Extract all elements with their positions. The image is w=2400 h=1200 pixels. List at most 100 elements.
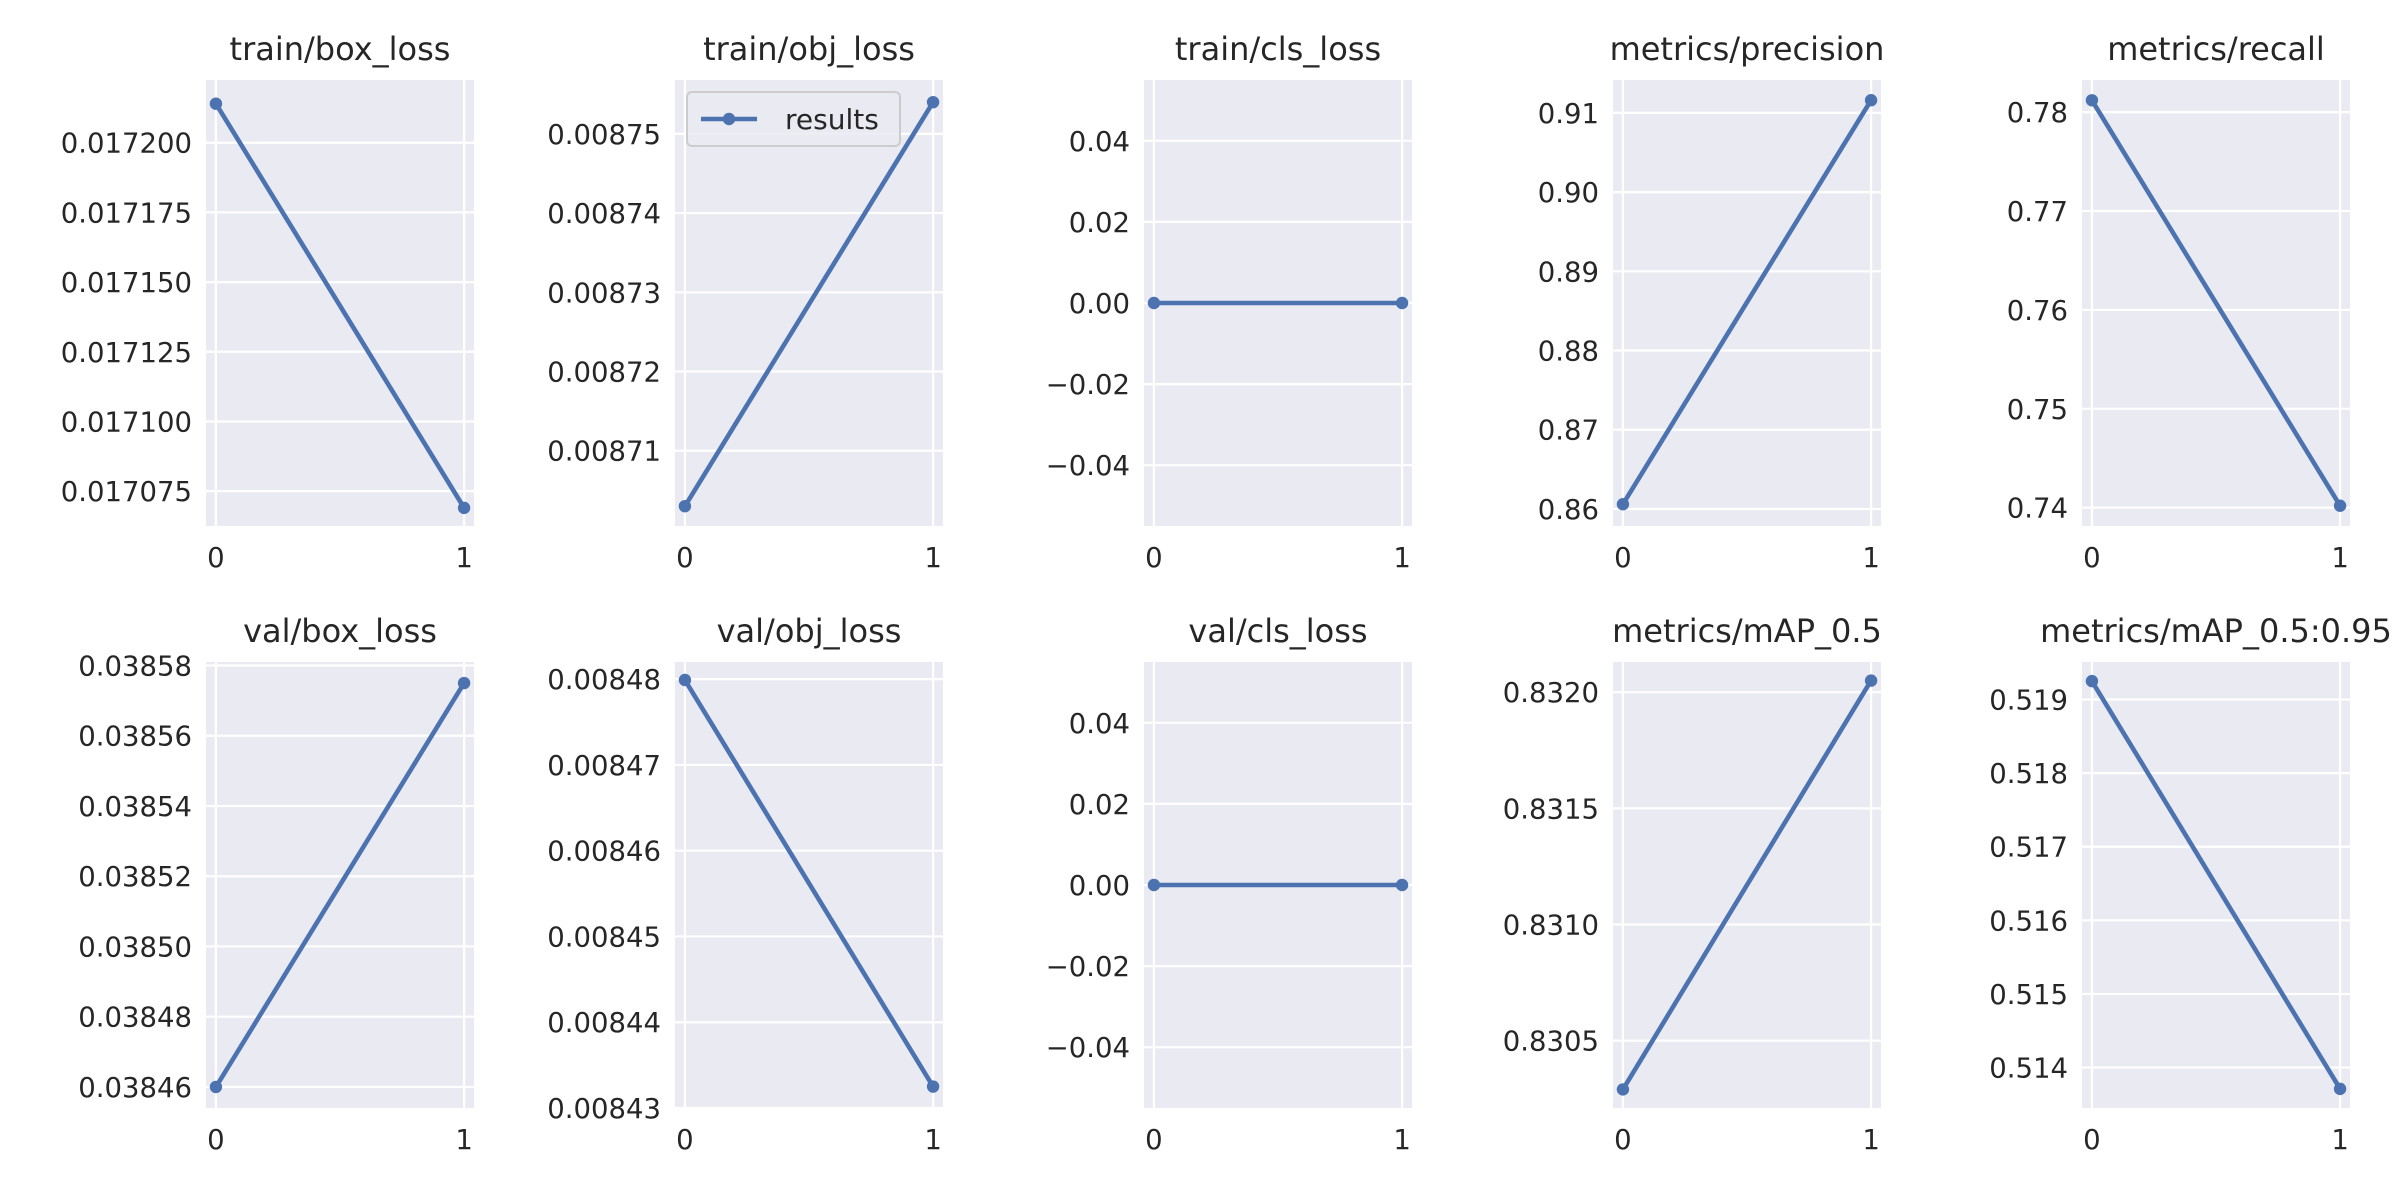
data-point <box>1147 296 1161 310</box>
y-tick-label: 0.017200 <box>61 128 192 160</box>
y-tick-label: 0.8320 <box>1503 677 1599 709</box>
data-point <box>2085 674 2099 688</box>
y-tick-label: 0.91 <box>1538 98 1599 130</box>
legend-label: results <box>785 103 879 136</box>
y-tick-label: 0.00 <box>1069 870 1130 902</box>
y-tick-label: −0.04 <box>1046 450 1130 482</box>
y-tick-label: 0.017150 <box>61 267 192 299</box>
y-tick-label: 0.03846 <box>78 1072 192 1104</box>
data-point <box>209 1080 223 1094</box>
data-point <box>1616 1083 1630 1096</box>
series-line <box>2089 99 2343 507</box>
y-tick-label: 0.516 <box>1989 905 2068 937</box>
x-tick-label: 1 <box>924 1124 942 1156</box>
y-tick-label: −0.02 <box>1046 369 1130 401</box>
series-line <box>682 678 936 1088</box>
y-tick-label: 0.03848 <box>78 1002 192 1034</box>
y-tick-label: 0.00871 <box>547 436 661 468</box>
y-tick-label: 0.78 <box>2007 97 2068 129</box>
subplot-5: metrics/recall 0 1 0.74 0.75 0.76 0.77 0.78 <box>2007 30 2350 574</box>
y-tick-label: 0.89 <box>1538 256 1599 288</box>
subplot-3: train/cls_loss 0 1 −0.04 −0.02 0.00 0.02 0.04 <box>1046 30 1412 574</box>
y-tick-label: 0.00845 <box>547 921 661 953</box>
x-tick-label: 1 <box>924 542 942 574</box>
y-tick-label: −0.02 <box>1046 951 1130 983</box>
x-tick-label: 1 <box>1862 542 1880 574</box>
subplot-title: val/box_loss <box>243 612 437 650</box>
subplot-6: val/box_loss 0 1 0.03846 0.03848 0.03850 0.038… <box>78 612 474 1156</box>
y-tick-label: 0.514 <box>1989 1053 2068 1085</box>
y-tick-label: 0.017075 <box>61 476 192 508</box>
subplot-title: val/cls_loss <box>1188 612 1367 650</box>
legend: results <box>686 91 901 147</box>
x-tick-label: 0 <box>1145 542 1163 574</box>
y-tick-label: 0.00872 <box>547 357 661 389</box>
subplot-title: metrics/mAP_0.5 <box>1612 612 1882 650</box>
data-point <box>2085 94 2099 107</box>
x-tick-label: 0 <box>2083 542 2101 574</box>
y-tick-label: 0.517 <box>1989 832 2068 864</box>
subplot-10: metrics/mAP_0.5:0.95 0 1 0.514 0.515 0.516 0.5… <box>1989 612 2392 1156</box>
data-point <box>678 673 692 687</box>
series-line <box>2089 679 2343 1091</box>
series-line <box>1620 679 1874 1091</box>
y-tick-label: 0.87 <box>1538 415 1599 447</box>
subplot-4: metrics/precision 0 1 0.86 0.87 0.88 0.89 0.90 0… <box>1538 30 1885 574</box>
y-tick-label: 0.518 <box>1989 758 2068 790</box>
data-point <box>926 1080 940 1093</box>
y-tick-label: 0.00846 <box>547 836 661 868</box>
y-tick-label: 0.03856 <box>78 721 192 753</box>
y-tick-label: 0.00843 <box>547 1093 661 1125</box>
x-tick-label: 0 <box>2083 1124 2101 1156</box>
y-tick-label: 0.00874 <box>547 198 661 230</box>
y-tick-label: 0.04 <box>1069 126 1130 158</box>
y-tick-label: 0.04 <box>1069 708 1130 740</box>
subplot-title: train/box_loss <box>230 30 451 68</box>
y-tick-label: 0.02 <box>1069 789 1130 821</box>
subplot-title: metrics/mAP_0.5:0.95 <box>2040 612 2392 650</box>
data-point <box>678 499 692 513</box>
subplot-2: train/obj_loss 0 1 0.00871 0.00872 0.00873 0.0… <box>547 30 943 574</box>
y-tick-label: 0.03858 <box>78 651 192 683</box>
subplot-9: metrics/mAP_0.5 0 1 0.8305 0.8310 0.8315 0.832… <box>1503 612 1882 1156</box>
y-tick-label: 0.00844 <box>547 1007 661 1039</box>
y-tick-label: 0.017175 <box>61 197 192 229</box>
series-line <box>682 100 936 508</box>
series-line <box>213 102 467 510</box>
subplot-title: train/cls_loss <box>1175 30 1381 68</box>
y-tick-label: 0.00873 <box>547 277 661 309</box>
x-tick-label: 1 <box>1862 1124 1880 1156</box>
series-line <box>213 681 467 1089</box>
y-tick-label: 0.02 <box>1069 207 1130 239</box>
data-point <box>2333 499 2347 512</box>
y-tick-label: 0.519 <box>1989 685 2068 717</box>
y-tick-label: 0.77 <box>2007 196 2068 228</box>
y-tick-label: 0.017100 <box>61 406 192 438</box>
data-point <box>1395 296 1409 310</box>
y-tick-label: −0.04 <box>1046 1032 1130 1064</box>
x-tick-label: 0 <box>676 542 694 574</box>
y-tick-label: 0.8305 <box>1503 1026 1599 1058</box>
x-tick-label: 0 <box>676 1124 694 1156</box>
y-tick-label: 0.76 <box>2007 295 2068 327</box>
x-tick-label: 0 <box>1614 542 1632 574</box>
y-tick-label: 0.90 <box>1538 177 1599 209</box>
y-tick-label: 0.03850 <box>78 931 192 963</box>
y-tick-label: 0.03854 <box>78 791 192 823</box>
data-point <box>209 97 223 110</box>
y-tick-label: 0.88 <box>1538 336 1599 368</box>
x-tick-label: 0 <box>1614 1124 1632 1156</box>
x-tick-label: 1 <box>455 1124 473 1156</box>
x-tick-label: 1 <box>455 542 473 574</box>
data-point <box>457 676 471 690</box>
y-tick-label: 0.74 <box>2007 493 2068 525</box>
y-tick-label: 0.00847 <box>547 750 661 782</box>
y-tick-label: 0.00 <box>1069 288 1130 320</box>
legend-box <box>686 91 901 147</box>
x-tick-label: 1 <box>2331 542 2349 574</box>
y-tick-label: 0.03852 <box>78 861 192 893</box>
subplot-1: train/box_loss 0 1 0.017075 0.017100 0.017125… <box>61 30 474 574</box>
x-tick-label: 0 <box>1145 1124 1163 1156</box>
subplot-title: train/obj_loss <box>703 30 915 68</box>
y-tick-label: 0.515 <box>1989 979 2068 1011</box>
